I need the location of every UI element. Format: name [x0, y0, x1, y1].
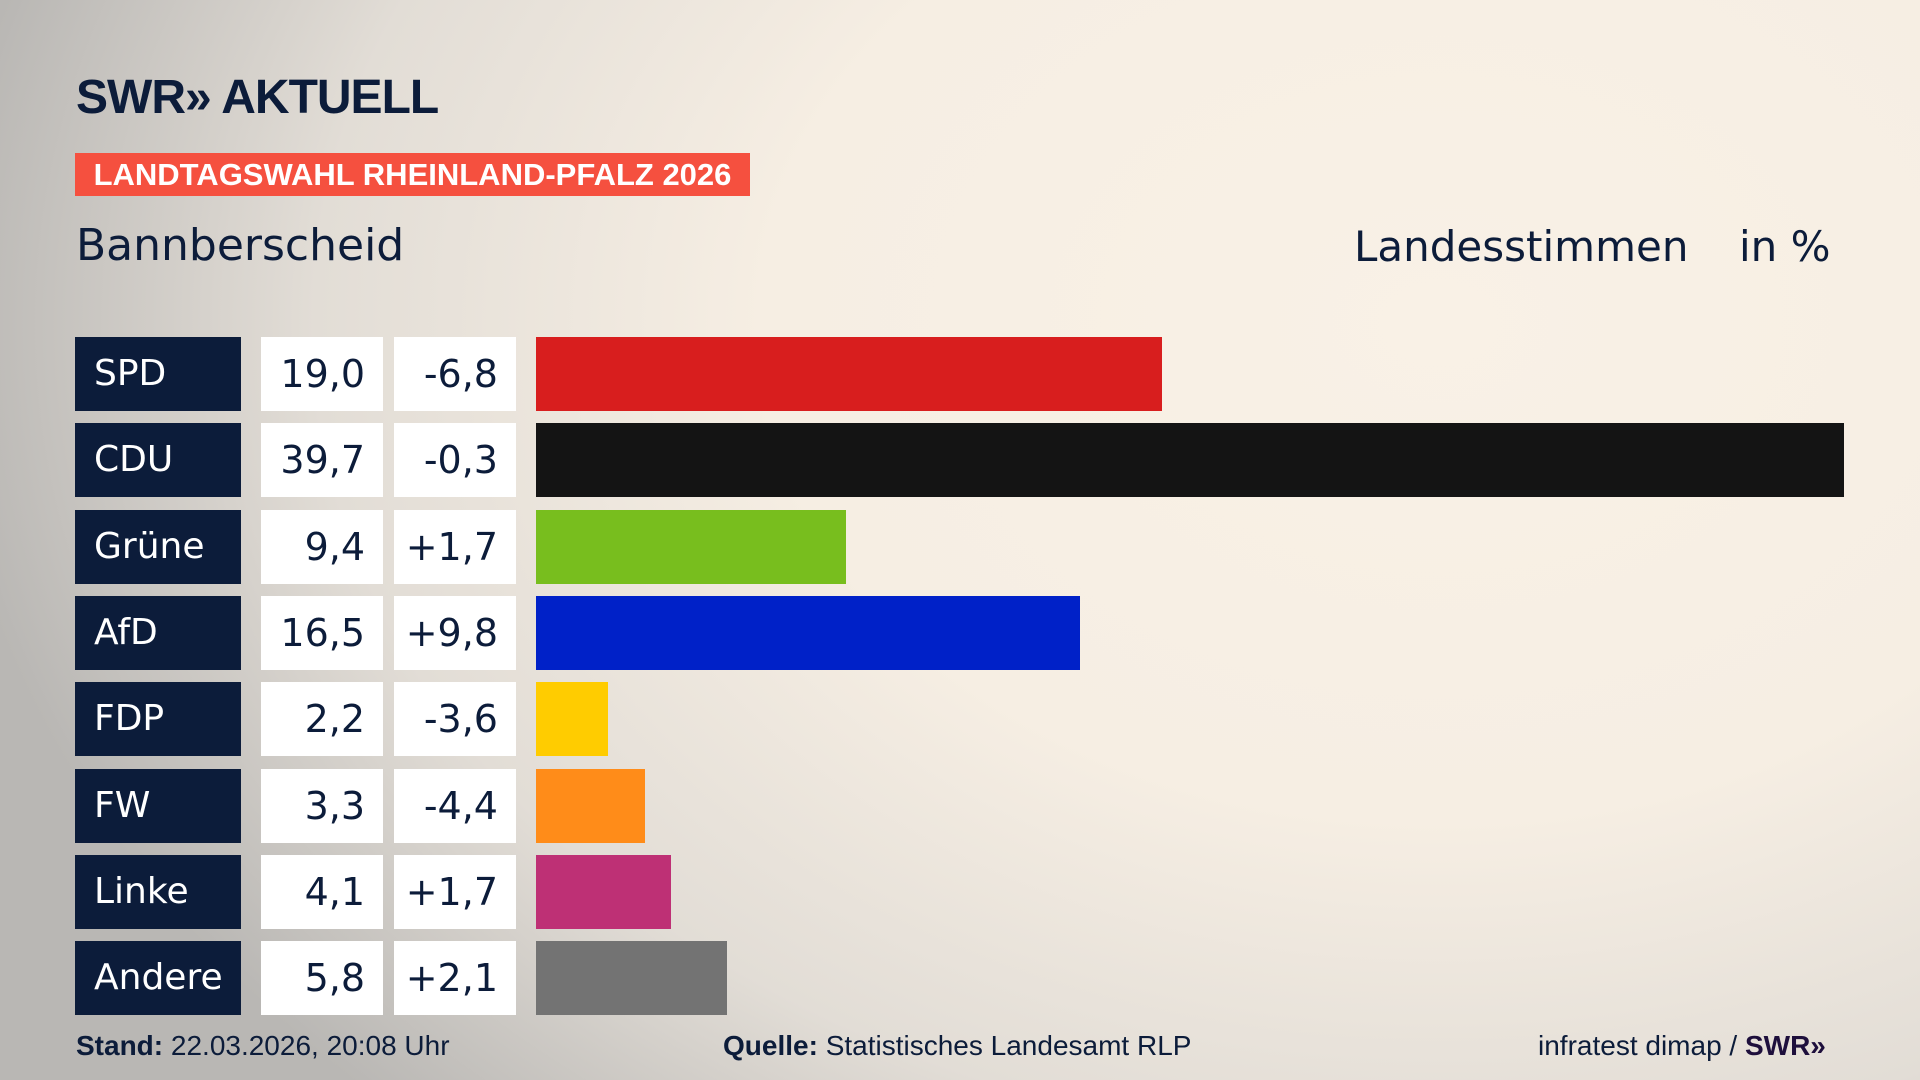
- result-row: SPD 19,0 -6,8: [0, 337, 1920, 411]
- result-row: Linke 4,1 +1,7: [0, 854, 1920, 929]
- vote-change: +2,1: [394, 941, 516, 1016]
- party-label: CDU: [75, 423, 241, 498]
- vote-change: -3,6: [394, 682, 516, 757]
- vote-share: 3,3: [261, 768, 383, 843]
- party-label: FDP: [75, 682, 241, 757]
- bar-fdp: [536, 682, 609, 757]
- result-row: Andere 5,8 +2,1: [0, 941, 1920, 1016]
- result-row: FDP 2,2 -3,6: [0, 682, 1920, 757]
- vote-share: 16,5: [261, 595, 383, 670]
- result-row: AfD 16,5 +9,8: [0, 595, 1920, 670]
- timestamp: Stand: 22.03.2026, 20:08 Uhr: [76, 1030, 450, 1062]
- vote-change: -0,3: [394, 423, 516, 498]
- bar-andere: [536, 941, 728, 1016]
- credit-text: infratest dimap /: [1538, 1030, 1738, 1061]
- bar-spd: [536, 337, 1162, 411]
- swr-aktuell-logo: SWR» AKTUELL: [76, 71, 439, 124]
- bar-cdu: [536, 423, 1844, 498]
- swr-logo-small: SWR»: [1744, 1030, 1826, 1061]
- source-label: Quelle:: [723, 1030, 818, 1061]
- credit: infratest dimap / SWR»: [1538, 1030, 1826, 1062]
- stand-label: Stand:: [76, 1030, 164, 1061]
- vote-change: -4,4: [394, 768, 516, 843]
- vote-share: 4,1: [261, 854, 383, 929]
- party-label: Linke: [75, 854, 241, 929]
- vote-share: 39,7: [261, 423, 383, 498]
- party-label: SPD: [75, 337, 241, 411]
- place-title: Bannberscheid: [76, 220, 405, 271]
- party-label: Grüne: [75, 509, 241, 584]
- result-row: Grüne 9,4 +1,7: [0, 509, 1920, 584]
- vote-change: +1,7: [394, 854, 516, 929]
- party-label: Andere: [75, 941, 241, 1016]
- bar-fw: [536, 768, 645, 843]
- vote-change: -6,8: [394, 337, 516, 411]
- party-label: AfD: [75, 595, 241, 670]
- unit-label: in %: [1739, 222, 1831, 271]
- bar-grüne: [536, 509, 846, 584]
- vote-share: 2,2: [261, 682, 383, 757]
- party-label: FW: [75, 768, 241, 843]
- bar-linke: [536, 854, 672, 929]
- vote-change: +9,8: [394, 595, 516, 670]
- vote-share: 9,4: [261, 509, 383, 584]
- result-row: FW 3,3 -4,4: [0, 768, 1920, 843]
- vote-share: 19,0: [261, 337, 383, 411]
- result-row: CDU 39,7 -0,3: [0, 423, 1920, 498]
- stand-value: 22.03.2026, 20:08 Uhr: [170, 1030, 450, 1061]
- source: Quelle: Statistisches Landesamt RLP: [723, 1030, 1191, 1062]
- election-banner: LANDTAGSWAHL RHEINLAND-PFALZ 2026: [75, 153, 750, 196]
- vote-change: +1,7: [394, 509, 516, 584]
- vote-type-label: Landesstimmen: [1354, 222, 1689, 271]
- source-value: Statistisches Landesamt RLP: [825, 1030, 1192, 1061]
- bar-afd: [536, 595, 1080, 670]
- vote-share: 5,8: [261, 941, 383, 1016]
